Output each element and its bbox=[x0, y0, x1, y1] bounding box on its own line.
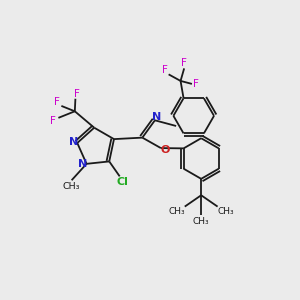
Text: CH₃: CH₃ bbox=[62, 182, 80, 191]
Text: F: F bbox=[181, 58, 187, 68]
Text: N: N bbox=[78, 159, 87, 169]
Text: CH₃: CH₃ bbox=[168, 207, 185, 216]
Text: N: N bbox=[152, 112, 161, 122]
Text: F: F bbox=[161, 65, 167, 76]
Text: F: F bbox=[194, 79, 199, 89]
Text: F: F bbox=[74, 89, 80, 99]
Text: F: F bbox=[54, 97, 60, 107]
Text: Cl: Cl bbox=[117, 177, 129, 187]
Text: N: N bbox=[69, 137, 78, 147]
Text: CH₃: CH₃ bbox=[218, 207, 234, 216]
Text: O: O bbox=[161, 145, 170, 154]
Text: CH₃: CH₃ bbox=[193, 217, 209, 226]
Text: F: F bbox=[50, 116, 56, 126]
